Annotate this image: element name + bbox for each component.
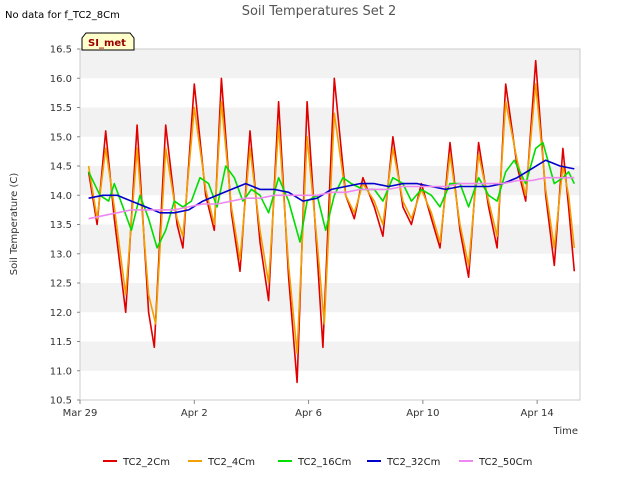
- grid-band: [80, 341, 580, 371]
- y-tick-label: 13.5: [50, 220, 72, 231]
- y-axis-title: Soil Temperature (C): [9, 173, 20, 276]
- y-tick-label: 10.5: [50, 396, 72, 407]
- plot-area: [79, 48, 581, 401]
- x-tick-label: Apr 10: [406, 408, 439, 419]
- y-tick-label: 12.5: [50, 279, 72, 290]
- legend: TC2_2Cm TC2_4Cm TC2_16Cm TC2_32Cm TC2_50Cm: [103, 457, 532, 468]
- y-tick-label: 11.0: [50, 366, 72, 377]
- x-tick-label: Apr 14: [521, 408, 554, 419]
- series-line-tc2-32cm: [88, 159, 575, 214]
- legend-label: TC2_50Cm: [478, 457, 532, 468]
- series-group: [87, 59, 576, 384]
- badge-label: SI_met: [88, 38, 126, 49]
- no-data-note: No data for f_TC2_8Cm: [5, 10, 120, 21]
- legend-label: TC2_2Cm: [122, 457, 170, 468]
- legend-label: TC2_16Cm: [297, 457, 351, 468]
- y-tick-label: 14.5: [50, 162, 72, 173]
- grid-band: [80, 283, 580, 313]
- y-tick-label: 13.0: [50, 249, 72, 260]
- grid-band: [80, 49, 580, 79]
- x-tick-label: Apr 2: [181, 408, 208, 419]
- series-line-tc2-16cm: [87, 141, 576, 249]
- chart-title: Soil Temperatures Set 2: [242, 4, 397, 19]
- y-tick-label: 15.0: [50, 132, 72, 143]
- x-tick-label: Mar 29: [63, 408, 98, 419]
- legend-label: TC2_32Cm: [386, 457, 440, 468]
- y-axis: 10.5 11.0 11.5 12.0 12.5 13.0 13.5 14.0 14.5 15.0…: [50, 45, 80, 407]
- station-badge: SI_met: [81, 32, 135, 51]
- x-axis-title: Time: [553, 426, 578, 437]
- x-axis: Mar 29 Apr 2 Apr 6 Apr 10 Apr 14: [63, 400, 554, 419]
- y-tick-label: 11.5: [50, 337, 72, 348]
- y-tick-label: 16.5: [50, 45, 72, 56]
- y-tick-label: 16.0: [50, 74, 72, 85]
- badge-shape: [81, 32, 135, 51]
- y-tick-label: 14.0: [50, 191, 72, 202]
- x-tick-label: Apr 6: [295, 408, 322, 419]
- grid-band: [80, 224, 580, 254]
- y-tick-label: 12.0: [50, 308, 72, 319]
- series-line-tc2-50cm: [88, 176, 575, 220]
- grid-band: [80, 107, 580, 137]
- y-tick-label: 15.5: [50, 103, 72, 114]
- legend-label: TC2_4Cm: [207, 457, 255, 468]
